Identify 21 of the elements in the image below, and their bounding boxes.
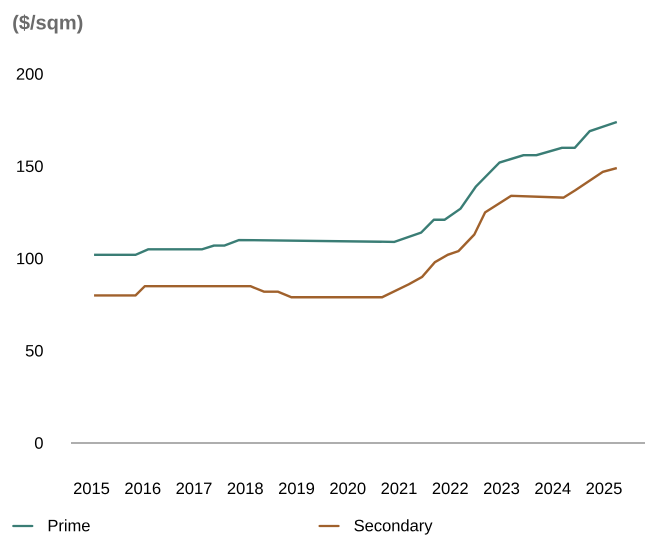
x-tick-label: 2023 <box>484 482 520 494</box>
legend-label: Secondary <box>354 519 432 535</box>
x-tick-label: 2018 <box>228 482 263 494</box>
y-tick-label: 200 <box>16 68 43 80</box>
x-tick-label: 2025 <box>586 482 622 494</box>
y-tick-label: 150 <box>17 160 43 172</box>
x-tick-label: 2021 <box>381 482 417 494</box>
legend-label: Prime <box>48 519 90 532</box>
x-tick-label: 2024 <box>535 482 571 494</box>
x-tick-label: 2016 <box>125 482 160 494</box>
y-tick-label: 50 <box>26 344 43 357</box>
x-tick-label: 2019 <box>278 482 314 494</box>
y-axis-title: ($/sqm) <box>13 14 82 34</box>
line-series <box>92 120 618 256</box>
line-series <box>92 166 618 298</box>
x-tick-label: 2015 <box>74 482 110 494</box>
x-tick-label: 2017 <box>176 482 212 494</box>
x-tick-label: 2022 <box>432 482 468 494</box>
x-tick-label: 2020 <box>330 482 366 494</box>
y-tick-label: 0 <box>34 437 43 449</box>
y-tick-label: 100 <box>17 252 43 264</box>
